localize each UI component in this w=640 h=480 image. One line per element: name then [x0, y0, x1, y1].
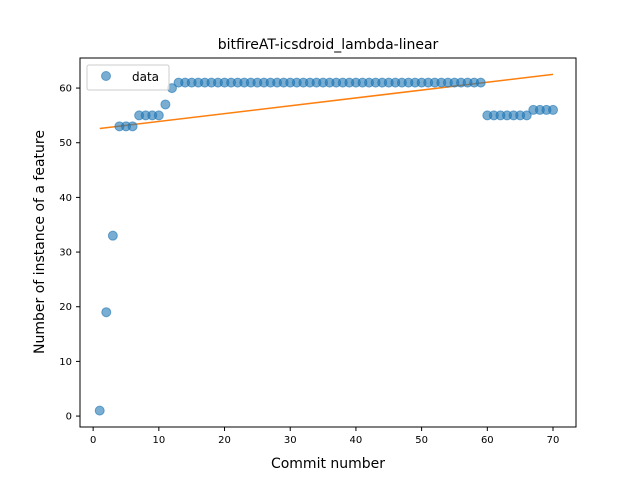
plot-frame — [79, 57, 577, 428]
x-tick-label: 30 — [284, 435, 297, 446]
data-point — [521, 110, 532, 121]
y-axis-ticks: 0 10 20 30 40 50 60 — [59, 84, 80, 423]
data-point — [94, 405, 105, 416]
x-tick-label: 70 — [547, 435, 560, 446]
data-point — [101, 307, 112, 318]
x-axis-ticks: 0 10 20 30 40 50 60 70 — [90, 427, 559, 446]
x-tick-label: 10 — [152, 435, 165, 446]
y-tick-label: 0 — [66, 412, 72, 423]
scatter-points-layer — [94, 77, 559, 416]
data-point — [153, 110, 164, 121]
y-tick-label: 50 — [59, 138, 72, 149]
y-axis-label: Number of instance of a feature — [32, 130, 48, 354]
x-tick-label: 0 — [90, 435, 96, 446]
x-tick-label: 50 — [415, 435, 428, 446]
x-tick-label: 60 — [481, 435, 494, 446]
y-tick-label: 20 — [59, 302, 72, 313]
data-point — [107, 230, 118, 241]
data-point — [160, 99, 171, 110]
y-tick-label: 30 — [59, 248, 72, 259]
x-axis-label: Commit number — [271, 456, 385, 472]
x-tick-label: 40 — [350, 435, 363, 446]
y-tick-label: 10 — [59, 357, 72, 368]
legend-marker-data — [101, 71, 111, 81]
data-point — [127, 121, 138, 132]
y-tick-label: 60 — [59, 84, 72, 95]
data-point — [475, 77, 486, 88]
legend: data — [86, 64, 170, 91]
chart-title: bitfireAT-icsdroid_lambda-linear — [218, 37, 439, 53]
data-point — [548, 104, 559, 115]
legend-label-data: data — [132, 70, 159, 84]
x-tick-label: 20 — [218, 435, 231, 446]
y-tick-label: 40 — [59, 193, 72, 204]
